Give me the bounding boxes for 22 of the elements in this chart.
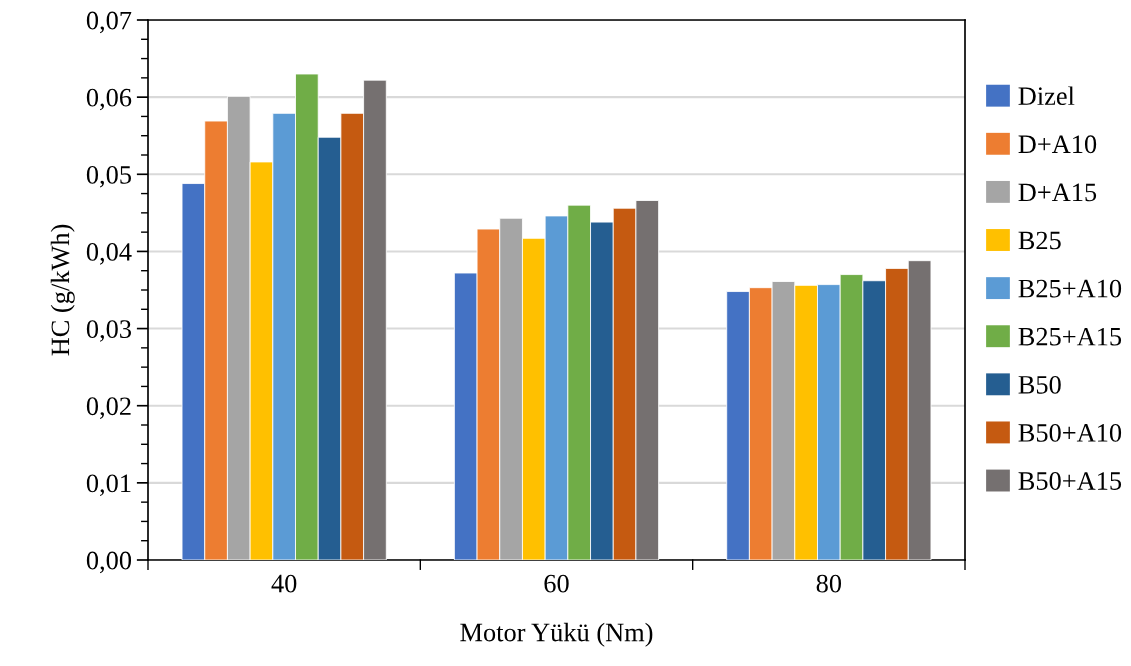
x-tick-label: 80 (816, 574, 842, 593)
x-tick-label: 60 (544, 574, 569, 593)
legend-label: D+A10 (1018, 135, 1097, 154)
legend-label: B50+A10 (1018, 423, 1122, 442)
legend-label: D+A15 (1018, 183, 1097, 202)
y-tick-label: 0,03 (86, 320, 131, 342)
y-axis-title: HC (g/kWh) (50, 224, 75, 356)
x-axis-title: Motor Yükü (Nm) (460, 622, 653, 647)
legend-label: B25 (1018, 231, 1061, 250)
y-tick-label: 0,02 (86, 397, 131, 419)
legend-label: B50+A15 (1018, 472, 1122, 490)
y-tick-label: 0,06 (86, 88, 132, 111)
y-tick-label: 0,05 (86, 165, 131, 188)
legend-label: Dizel (1018, 86, 1075, 106)
legend-label: B25+A15 (1018, 327, 1122, 346)
legend-label: B50 (1018, 375, 1061, 394)
y-tick-label: 0,07 (86, 11, 132, 34)
y-tick-label: 0,01 (86, 474, 131, 497)
x-tick-label: 40 (271, 574, 297, 593)
y-tick-label: 0,00 (86, 551, 132, 574)
y-tick-label: 0,04 (86, 243, 132, 265)
legend-label: B25+A10 (1018, 279, 1122, 298)
